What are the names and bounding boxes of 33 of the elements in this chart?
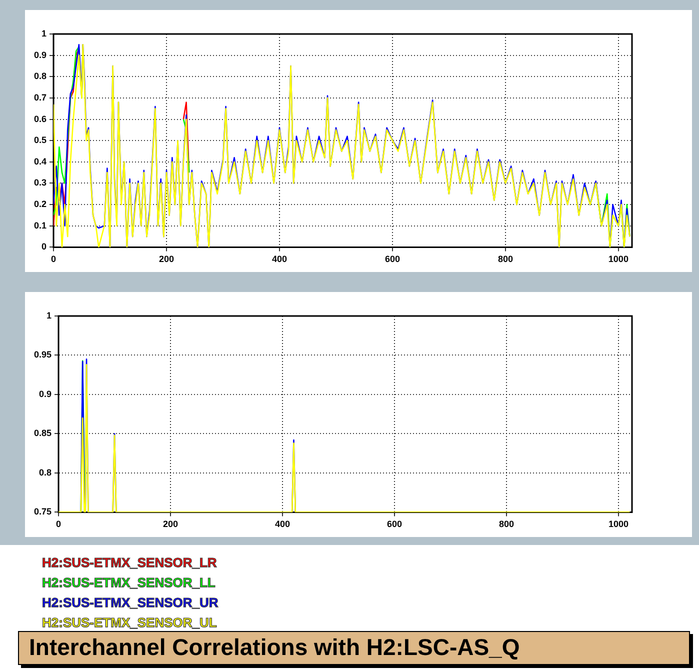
y-tick-label: 0.2 — [34, 199, 47, 210]
x-tick-label: 400 — [275, 519, 290, 530]
y-tick-label: 0.8 — [39, 467, 52, 478]
y-tick-label: 0.4 — [34, 156, 47, 166]
y-tick-label: 1 — [46, 310, 52, 320]
y-tick-label: 0.9 — [34, 50, 47, 60]
text: Interchannel Correlations with H2:LSC-AS_Q — [29, 634, 520, 661]
text: H2:SUS-ETMX_SENSOR_LL — [42, 574, 216, 592]
y-tick-label: 0.75 — [34, 506, 52, 517]
x-tick-label: 200 — [158, 254, 174, 264]
y-tick-label: 0.85 — [34, 428, 52, 438]
y-tick-label: 0.8 — [34, 71, 47, 82]
x-tick-label: 600 — [384, 254, 400, 264]
y-tick-label: 0.1 — [34, 220, 47, 230]
y-tick-label: 0.3 — [34, 178, 47, 188]
x-tick-label: 400 — [272, 254, 287, 264]
x-tick-label: 200 — [163, 519, 178, 530]
x-tick-label: 600 — [387, 519, 402, 530]
y-tick-label: 0.6 — [34, 114, 47, 124]
text: H2:SUS-ETMX_SENSOR_LR — [42, 554, 218, 572]
y-tick-label: 0.7 — [34, 92, 47, 102]
x-tick-label: 800 — [499, 519, 514, 530]
y-tick-label: 0.5 — [34, 135, 47, 146]
text: H2:SUS-ETMX_SENSOR_UR — [42, 594, 218, 612]
y-tick-label: 1 — [41, 28, 47, 38]
x-tick-label: 800 — [498, 254, 513, 264]
x-tick-label: 1000 — [608, 519, 629, 530]
x-tick-label: 0 — [56, 519, 62, 530]
y-tick-label: 0 — [41, 242, 47, 252]
text: H2:SUS-ETMX_SENSOR_UL — [42, 614, 218, 632]
y-tick-label: 0.95 — [34, 350, 52, 360]
y-tick-label: 0.9 — [39, 388, 52, 399]
x-tick-label: 1000 — [608, 254, 628, 264]
